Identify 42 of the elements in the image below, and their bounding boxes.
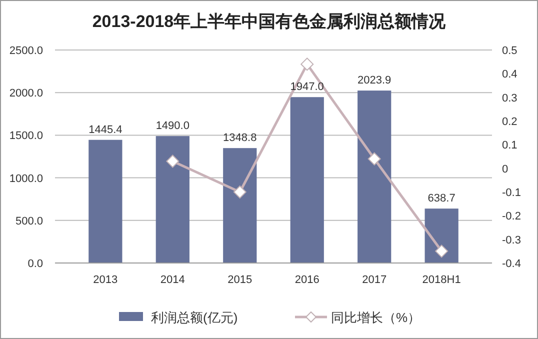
text: 2023.9: [358, 74, 392, 87]
text: 1445.4: [88, 124, 122, 136]
y2-tick-label: -0.1: [502, 187, 521, 199]
x-tick-label: 2017: [362, 274, 387, 286]
legend-label: 利润总额(亿元): [151, 310, 238, 325]
y2-tick-label: 0: [502, 163, 508, 176]
x-tick-label: 2013: [93, 274, 118, 286]
bar: [424, 208, 458, 263]
text: 1947.0: [290, 81, 324, 94]
bar: [358, 90, 392, 263]
y2-tick-label: -0.2: [502, 210, 521, 223]
y-tick-label: 1000.0: [9, 172, 43, 185]
bar: [290, 97, 324, 263]
point: [300, 58, 314, 71]
y-tick-label: 2000.0: [9, 88, 43, 100]
y2-tick-label: 0.4: [502, 68, 518, 81]
text: 638.7: [428, 192, 456, 205]
point: [368, 152, 381, 166]
legend-label: 同比增长（%）: [331, 310, 421, 325]
y2-tick-label: -0.4: [502, 258, 521, 270]
bar: [223, 148, 257, 263]
text: 1348.8: [223, 132, 257, 144]
y2-tick-label: 0.2: [502, 116, 518, 128]
y-tick-label: 1500.0: [9, 130, 43, 142]
y2-tick-label: 0.1: [502, 140, 518, 152]
y-tick-label: 500.0: [15, 215, 43, 228]
chart-title: 2013-2018年上半年中国有色金属利润总额情况: [92, 12, 447, 31]
x-tick-label: 2016: [294, 274, 320, 286]
y-tick-label: 2500.0: [9, 45, 43, 57]
y2-tick-label: 0.5: [502, 45, 518, 57]
bar: [88, 140, 122, 263]
y2-tick-label: -0.3: [502, 234, 521, 246]
text: 1490.0: [156, 120, 190, 132]
bar: [156, 136, 190, 263]
y-tick-label: 0.0: [28, 258, 43, 270]
point: [435, 244, 448, 258]
point: [233, 186, 246, 198]
x-tick-label: 2018H1: [422, 274, 461, 286]
x-tick-label: 2014: [160, 274, 185, 286]
y2-tick-label: 0.3: [502, 92, 518, 104]
point: [166, 154, 180, 168]
x-tick-label: 2015: [228, 274, 252, 286]
